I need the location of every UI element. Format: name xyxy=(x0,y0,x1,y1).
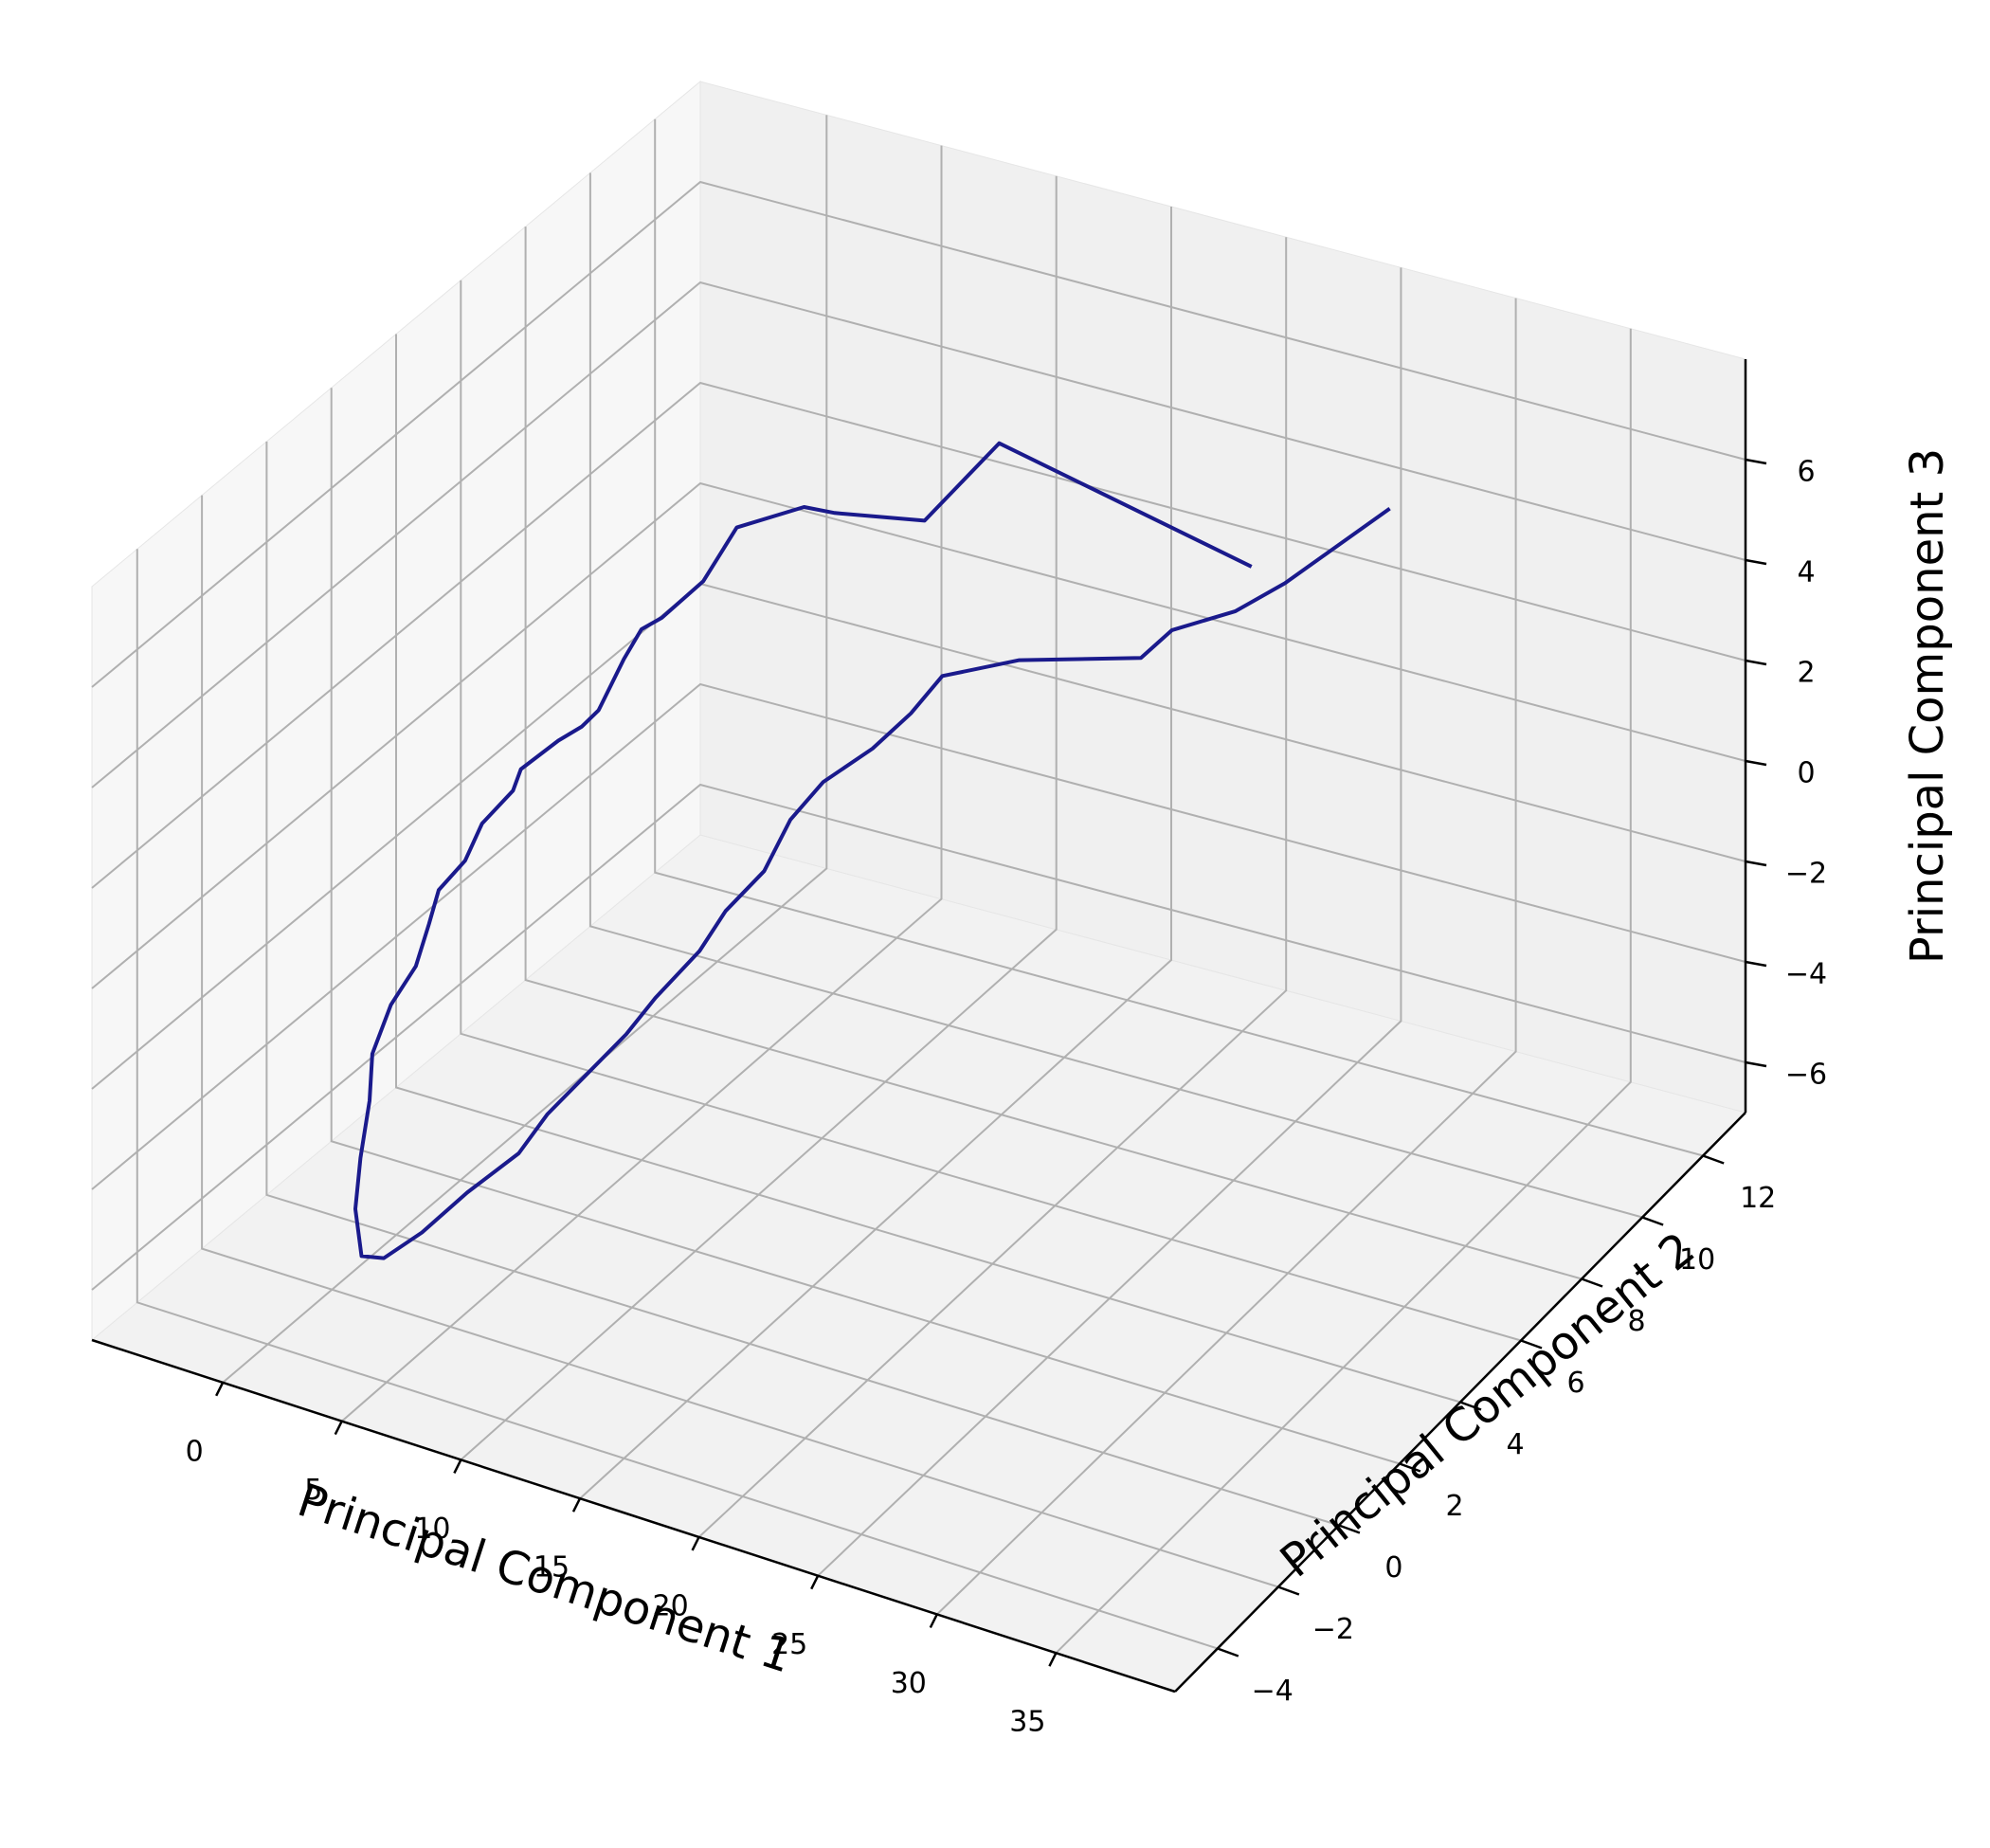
y-tick-label: 8 xyxy=(1628,1305,1646,1338)
x-tick xyxy=(215,1382,225,1397)
tick-marks xyxy=(215,458,1767,1667)
y-tick-label: 12 xyxy=(1740,1182,1776,1215)
x-tick-label: 5 xyxy=(304,1474,322,1507)
grid-line-z xyxy=(91,783,1746,1291)
grid-line-y xyxy=(136,549,1219,1650)
grid-line-y xyxy=(201,495,1279,1588)
x-tick xyxy=(691,1536,700,1551)
y-tick xyxy=(1581,1277,1603,1288)
x-tick xyxy=(571,1497,582,1513)
x-tick-label: 30 xyxy=(891,1667,927,1700)
grid-line-z xyxy=(91,381,1746,889)
x-tick-label: 25 xyxy=(771,1628,807,1661)
y-tick-label: 2 xyxy=(1445,1490,1463,1523)
grid-line-y xyxy=(460,280,1522,1342)
grid-line-y xyxy=(265,441,1340,1527)
z-tick-label: −4 xyxy=(1785,958,1827,991)
axis-panes xyxy=(90,80,1746,1693)
y-tick xyxy=(1217,1647,1239,1658)
y-tick xyxy=(1277,1585,1300,1596)
z-tick xyxy=(1745,860,1767,867)
y-tick-label: 10 xyxy=(1679,1243,1715,1277)
y-tick-label: 6 xyxy=(1566,1367,1584,1400)
z-tick-label: 6 xyxy=(1797,456,1815,489)
y-tick-label: 0 xyxy=(1384,1551,1402,1585)
y-tick xyxy=(1338,1524,1361,1534)
grid-line-x xyxy=(460,175,1058,1461)
z-tick xyxy=(1745,659,1767,666)
grid-line-z xyxy=(91,180,1746,688)
x-tick-label: 15 xyxy=(534,1551,570,1585)
grid-line-x xyxy=(341,145,943,1422)
x-tick xyxy=(810,1575,820,1590)
x-tick xyxy=(334,1421,343,1436)
grid-line-y xyxy=(524,226,1583,1280)
grid-line-x xyxy=(697,237,1288,1538)
tick-labels: 0 5 10 15 20 25 30 35 −4 −2 0 2 4 6 8 10 12 −6 −4 −2 0 2 4 6 xyxy=(186,456,1827,1739)
grid-line-z xyxy=(91,281,1746,788)
y-tick-label: −4 xyxy=(1252,1675,1294,1708)
data-series xyxy=(353,441,1391,1260)
grid-lines xyxy=(91,115,1746,1654)
z-tick xyxy=(1745,960,1767,968)
grid-line-y xyxy=(330,388,1401,1465)
x-tick xyxy=(929,1613,938,1629)
y-tick-label: 4 xyxy=(1506,1428,1524,1461)
z-tick xyxy=(1745,458,1767,465)
grid-line-x xyxy=(579,207,1172,1499)
y-tick xyxy=(1520,1339,1543,1350)
z-tick-label: 2 xyxy=(1797,657,1815,690)
z-tick xyxy=(1745,759,1767,767)
y-tick xyxy=(1459,1401,1482,1411)
grid-line-x xyxy=(222,115,828,1384)
grid-line-x xyxy=(817,267,1402,1577)
y-tick xyxy=(1702,1154,1725,1165)
grid-line-y xyxy=(588,172,1643,1219)
x-tick-label: 0 xyxy=(186,1435,204,1468)
z-tick-label: −6 xyxy=(1785,1059,1827,1092)
z-tick-label: 0 xyxy=(1797,757,1815,790)
x-axis-line xyxy=(91,1338,1176,1694)
grid-line-z xyxy=(91,481,1746,989)
y-tick xyxy=(1641,1216,1664,1226)
x-tick xyxy=(453,1458,462,1474)
z-axis-label: Principal Component 3 xyxy=(1901,448,1954,964)
grid-line-x xyxy=(1055,328,1632,1654)
grid-line-y xyxy=(654,118,1704,1157)
z-tick-label: 4 xyxy=(1797,556,1815,589)
grid-line-z xyxy=(91,682,1746,1190)
x-tick xyxy=(1048,1652,1058,1667)
x-tick-label: 20 xyxy=(653,1589,689,1622)
y-tick-label: −2 xyxy=(1312,1613,1354,1646)
series-line xyxy=(353,441,1391,1260)
y-tick xyxy=(1399,1462,1421,1473)
grid-line-x xyxy=(936,298,1517,1616)
x-tick-label: 10 xyxy=(414,1513,450,1546)
z-tick xyxy=(1745,558,1767,566)
grid-line-y xyxy=(395,334,1461,1404)
z-tick xyxy=(1745,1060,1767,1068)
x-tick-label: 35 xyxy=(1009,1706,1045,1739)
z-tick-label: −2 xyxy=(1785,858,1827,891)
